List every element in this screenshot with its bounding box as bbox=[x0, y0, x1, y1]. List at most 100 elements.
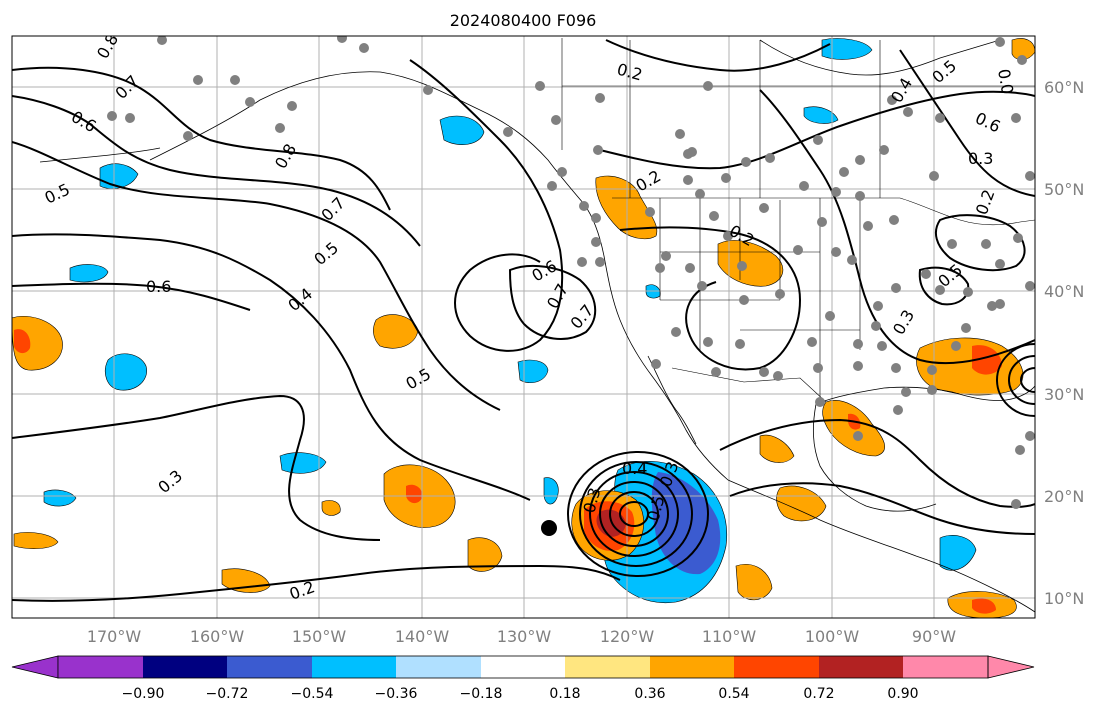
station-dot bbox=[807, 337, 817, 347]
station-dot bbox=[891, 363, 901, 373]
station-dot bbox=[817, 217, 827, 227]
contour-line bbox=[918, 266, 970, 306]
station-dot bbox=[831, 247, 841, 257]
contour-line bbox=[12, 95, 421, 247]
positive-anomaly-core bbox=[972, 598, 996, 614]
eastcoast-contour bbox=[1020, 367, 1035, 393]
colorbar-tick-label: 0.90 bbox=[887, 686, 918, 702]
station-dot bbox=[1011, 113, 1021, 123]
negative-anomaly-region bbox=[105, 353, 147, 391]
lat-label: 30°N bbox=[1044, 385, 1084, 404]
station-dot bbox=[157, 36, 167, 45]
colorbar-tick-label: −0.90 bbox=[122, 686, 165, 702]
negative-anomaly-region bbox=[69, 264, 109, 283]
station-dot bbox=[877, 341, 887, 351]
station-dot bbox=[337, 36, 347, 43]
lat-label: 60°N bbox=[1044, 78, 1084, 97]
contour-line bbox=[934, 214, 1026, 272]
contour-line bbox=[12, 394, 381, 541]
station-dot bbox=[793, 245, 803, 255]
station-dot bbox=[183, 131, 193, 141]
station-dot bbox=[107, 111, 117, 121]
station-dot bbox=[799, 181, 809, 191]
colorbar-tick-label: −0.72 bbox=[206, 686, 249, 702]
station-dot bbox=[995, 259, 1005, 269]
strong-negative-anomaly-region bbox=[651, 472, 721, 575]
station-dot bbox=[927, 365, 937, 375]
positive-anomaly-region bbox=[759, 434, 795, 463]
station-dot bbox=[579, 201, 589, 211]
station-dot bbox=[661, 251, 671, 261]
contour-line bbox=[899, 49, 1035, 197]
station-dot bbox=[697, 281, 707, 291]
station-dot bbox=[891, 283, 901, 293]
mexico-coastline bbox=[727, 479, 1035, 613]
colorbar-segment bbox=[565, 656, 650, 678]
lon-label: 160°W bbox=[190, 627, 245, 646]
station-dot bbox=[831, 187, 841, 197]
station-dot bbox=[1025, 431, 1035, 441]
contour-label: 0.4 bbox=[622, 459, 647, 478]
station-dot bbox=[951, 341, 961, 351]
station-dot bbox=[685, 263, 695, 273]
colorbar-segment bbox=[650, 656, 734, 678]
colorbar-segment bbox=[227, 656, 312, 678]
station-dot bbox=[359, 43, 369, 53]
negative-anomaly-region bbox=[439, 115, 485, 145]
colorbar-tick-label: 0.18 bbox=[549, 686, 580, 702]
positive-anomaly-region bbox=[373, 314, 419, 349]
contour-label: 0.3 bbox=[968, 149, 993, 168]
contour-line bbox=[599, 90, 1035, 170]
station-dot bbox=[739, 295, 749, 305]
station-dot bbox=[995, 37, 1005, 47]
station-dot bbox=[711, 367, 721, 377]
station-dot bbox=[721, 173, 731, 183]
station-dot bbox=[577, 257, 587, 267]
station-dot bbox=[703, 337, 713, 347]
positive-anomaly-core bbox=[406, 484, 423, 504]
province-boundaries bbox=[562, 40, 1035, 198]
cyclone-contour bbox=[567, 451, 709, 577]
colorbar-segment bbox=[143, 656, 227, 678]
station-dot bbox=[547, 181, 557, 191]
cyclone-contour bbox=[579, 461, 693, 567]
station-dot bbox=[287, 101, 297, 111]
station-dot bbox=[593, 145, 603, 155]
colorbar-max-extension bbox=[987, 655, 1035, 679]
station-dot bbox=[929, 171, 939, 181]
positive-anomaly-core bbox=[14, 329, 31, 354]
negative-anomaly-region bbox=[99, 163, 139, 189]
colorbar-frame bbox=[57, 655, 989, 679]
station-dot bbox=[853, 361, 863, 371]
contour-line bbox=[759, 89, 1035, 365]
contour-line bbox=[409, 59, 564, 352]
contour-line bbox=[12, 66, 391, 211]
station-dot bbox=[655, 263, 665, 273]
hudson-coastline bbox=[759, 39, 1001, 76]
station-dot bbox=[1015, 445, 1025, 455]
station-dot bbox=[703, 81, 713, 91]
station-dot bbox=[889, 215, 899, 225]
gulf-mexico-coastline bbox=[812, 403, 937, 512]
station-dot bbox=[591, 237, 601, 247]
station-dot bbox=[651, 359, 661, 369]
station-dot bbox=[759, 203, 769, 213]
colorbar-segment bbox=[312, 656, 396, 678]
station-dot bbox=[1013, 233, 1023, 243]
station-dot bbox=[695, 189, 705, 199]
station-dot bbox=[683, 175, 693, 185]
station-dot bbox=[853, 431, 863, 441]
station-dot bbox=[887, 95, 897, 105]
state-boundaries bbox=[659, 198, 861, 400]
cyclone-contour bbox=[619, 501, 649, 527]
station-dot bbox=[893, 405, 903, 415]
station-dot bbox=[551, 115, 561, 125]
station-dot bbox=[863, 221, 873, 231]
station-dot bbox=[591, 213, 601, 223]
lon-label: 110°W bbox=[702, 627, 757, 646]
station-dot bbox=[879, 145, 889, 155]
station-dot bbox=[1025, 171, 1035, 181]
station-dot bbox=[1025, 281, 1035, 291]
colorbar: −0.90 −0.72 −0.54 −0.36 −0.18 0.18 0.36 … bbox=[11, 655, 1035, 702]
lon-label: 130°W bbox=[497, 627, 552, 646]
